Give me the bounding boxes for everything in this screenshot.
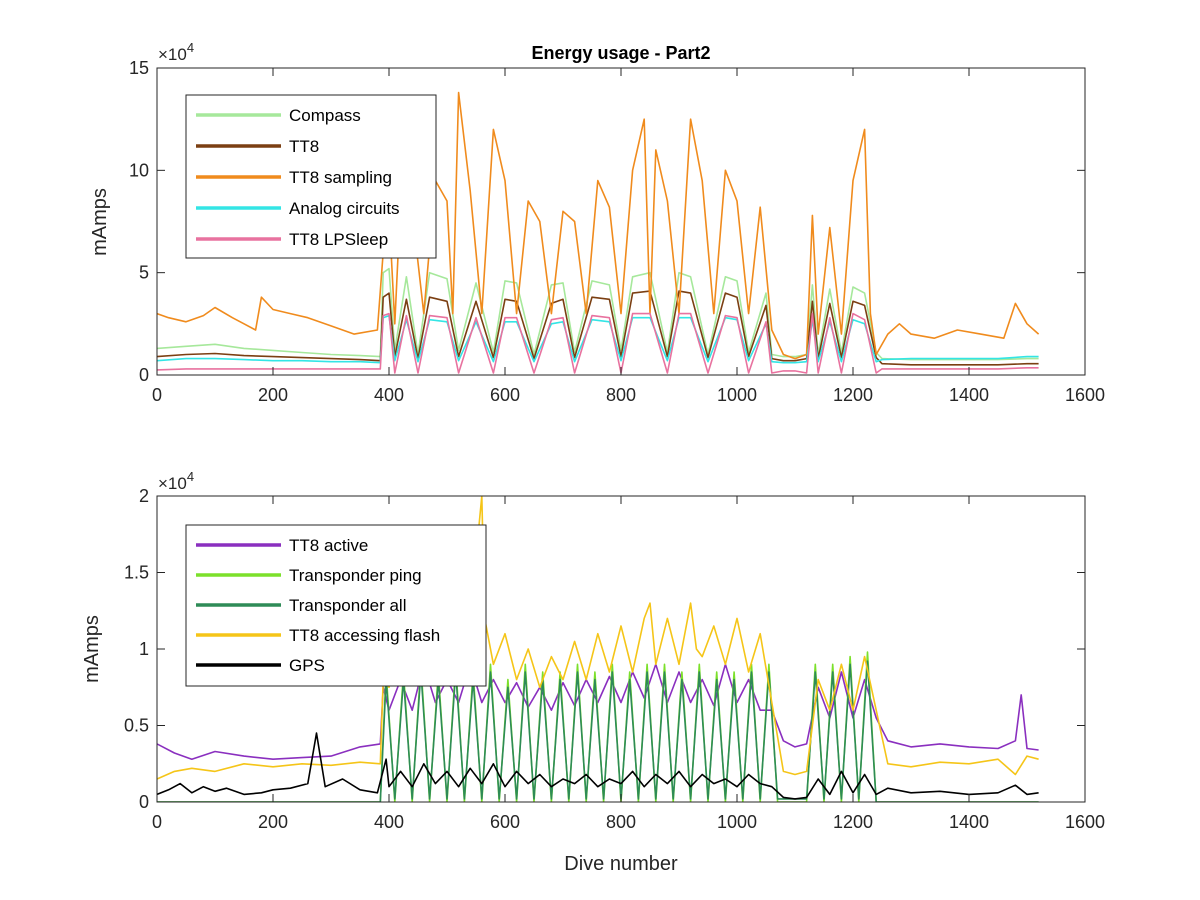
series-line-gps xyxy=(157,732,1039,800)
bottom-y-axis-label: mAmps xyxy=(81,615,103,683)
x-tick-label: 1200 xyxy=(833,385,873,405)
y-tick-label: 15 xyxy=(129,58,149,78)
svg-text:×104: ×104 xyxy=(158,469,194,493)
series-line-transponder-all xyxy=(157,660,1039,802)
x-tick-label: 800 xyxy=(606,385,636,405)
svg-text:×104: ×104 xyxy=(158,40,194,64)
x-tick-label: 600 xyxy=(490,812,520,832)
bottom-legend: TT8 active Transponder ping Transponder al… xyxy=(185,524,487,687)
y-tick-label: 0 xyxy=(139,792,149,812)
top-y-ticks: 0 5 10 15 xyxy=(129,58,1085,385)
y-tick-label: 1 xyxy=(139,639,149,659)
bottom-x-ticks: 0 200 400 600 800 1000 1200 1400 1600 xyxy=(152,496,1105,832)
x-tick-label: 1400 xyxy=(949,812,989,832)
series-line-tt8-sampling xyxy=(157,91,1040,360)
series-line-compass xyxy=(157,267,1039,361)
bottom-subplot: ×104 0 200 400 600 800 1000 1200 1400 1600 0 0.5 1… xyxy=(81,469,1105,875)
top-legend: Compass TT8 TT8 sampling Analog circuits TT8… xyxy=(185,94,437,259)
y-tick-label: 1.5 xyxy=(124,563,149,583)
x-tick-label: 400 xyxy=(374,812,404,832)
top-y-exponent: ×104 xyxy=(158,40,194,64)
x-tick-label: 1600 xyxy=(1065,385,1105,405)
legend-label: Transponder all xyxy=(289,596,407,615)
legend-label: TT8 active xyxy=(289,536,368,555)
x-tick-label: 600 xyxy=(490,385,520,405)
y-tick-label: 10 xyxy=(129,160,149,180)
top-exponent-power: 4 xyxy=(187,40,194,55)
top-subplot: Energy usage - Part2 ×104 0 200 400 600 800 1… xyxy=(89,40,1105,405)
bottom-exponent-base: ×10 xyxy=(158,474,187,493)
y-tick-label: 2 xyxy=(139,486,149,506)
bottom-plot-area xyxy=(157,496,1039,802)
x-tick-label: 0 xyxy=(152,812,162,832)
top-plot-area xyxy=(157,91,1040,374)
legend-label: TT8 xyxy=(289,137,319,156)
legend-label: GPS xyxy=(289,656,325,675)
bottom-x-axis-label: Dive number xyxy=(564,853,678,875)
x-tick-label: 200 xyxy=(258,385,288,405)
y-tick-label: 0 xyxy=(139,365,149,385)
x-tick-label: 400 xyxy=(374,385,404,405)
legend-label: Compass xyxy=(289,106,361,125)
x-tick-label: 800 xyxy=(606,812,636,832)
x-tick-label: 0 xyxy=(152,385,162,405)
top-x-ticks: 0 200 400 600 800 1000 1200 1400 1600 xyxy=(152,68,1105,405)
top-y-axis-label: mAmps xyxy=(89,188,111,256)
x-tick-label: 1600 xyxy=(1065,812,1105,832)
legend-label: Transponder ping xyxy=(289,566,422,585)
x-tick-label: 200 xyxy=(258,812,288,832)
bottom-exponent-power: 4 xyxy=(187,469,194,484)
series-line-analog-circuits xyxy=(157,314,1039,364)
y-tick-label: 5 xyxy=(139,263,149,283)
legend-label: TT8 sampling xyxy=(289,168,392,187)
x-tick-label: 1000 xyxy=(717,385,757,405)
x-tick-label: 1400 xyxy=(949,385,989,405)
legend-label: TT8 accessing flash xyxy=(289,626,440,645)
legend-label: Analog circuits xyxy=(289,199,400,218)
bottom-y-ticks: 0 0.5 1 1.5 2 xyxy=(124,486,1085,812)
x-tick-label: 1000 xyxy=(717,812,757,832)
series-line-tt8-lpsleep xyxy=(157,312,1039,374)
chart-title: Energy usage - Part2 xyxy=(531,43,710,63)
top-exponent-base: ×10 xyxy=(158,45,187,64)
series-line-tt8 xyxy=(157,290,1039,366)
y-tick-label: 0.5 xyxy=(124,716,149,736)
legend-label: TT8 LPSleep xyxy=(289,230,388,249)
bottom-y-exponent: ×104 xyxy=(158,469,194,493)
x-tick-label: 1200 xyxy=(833,812,873,832)
